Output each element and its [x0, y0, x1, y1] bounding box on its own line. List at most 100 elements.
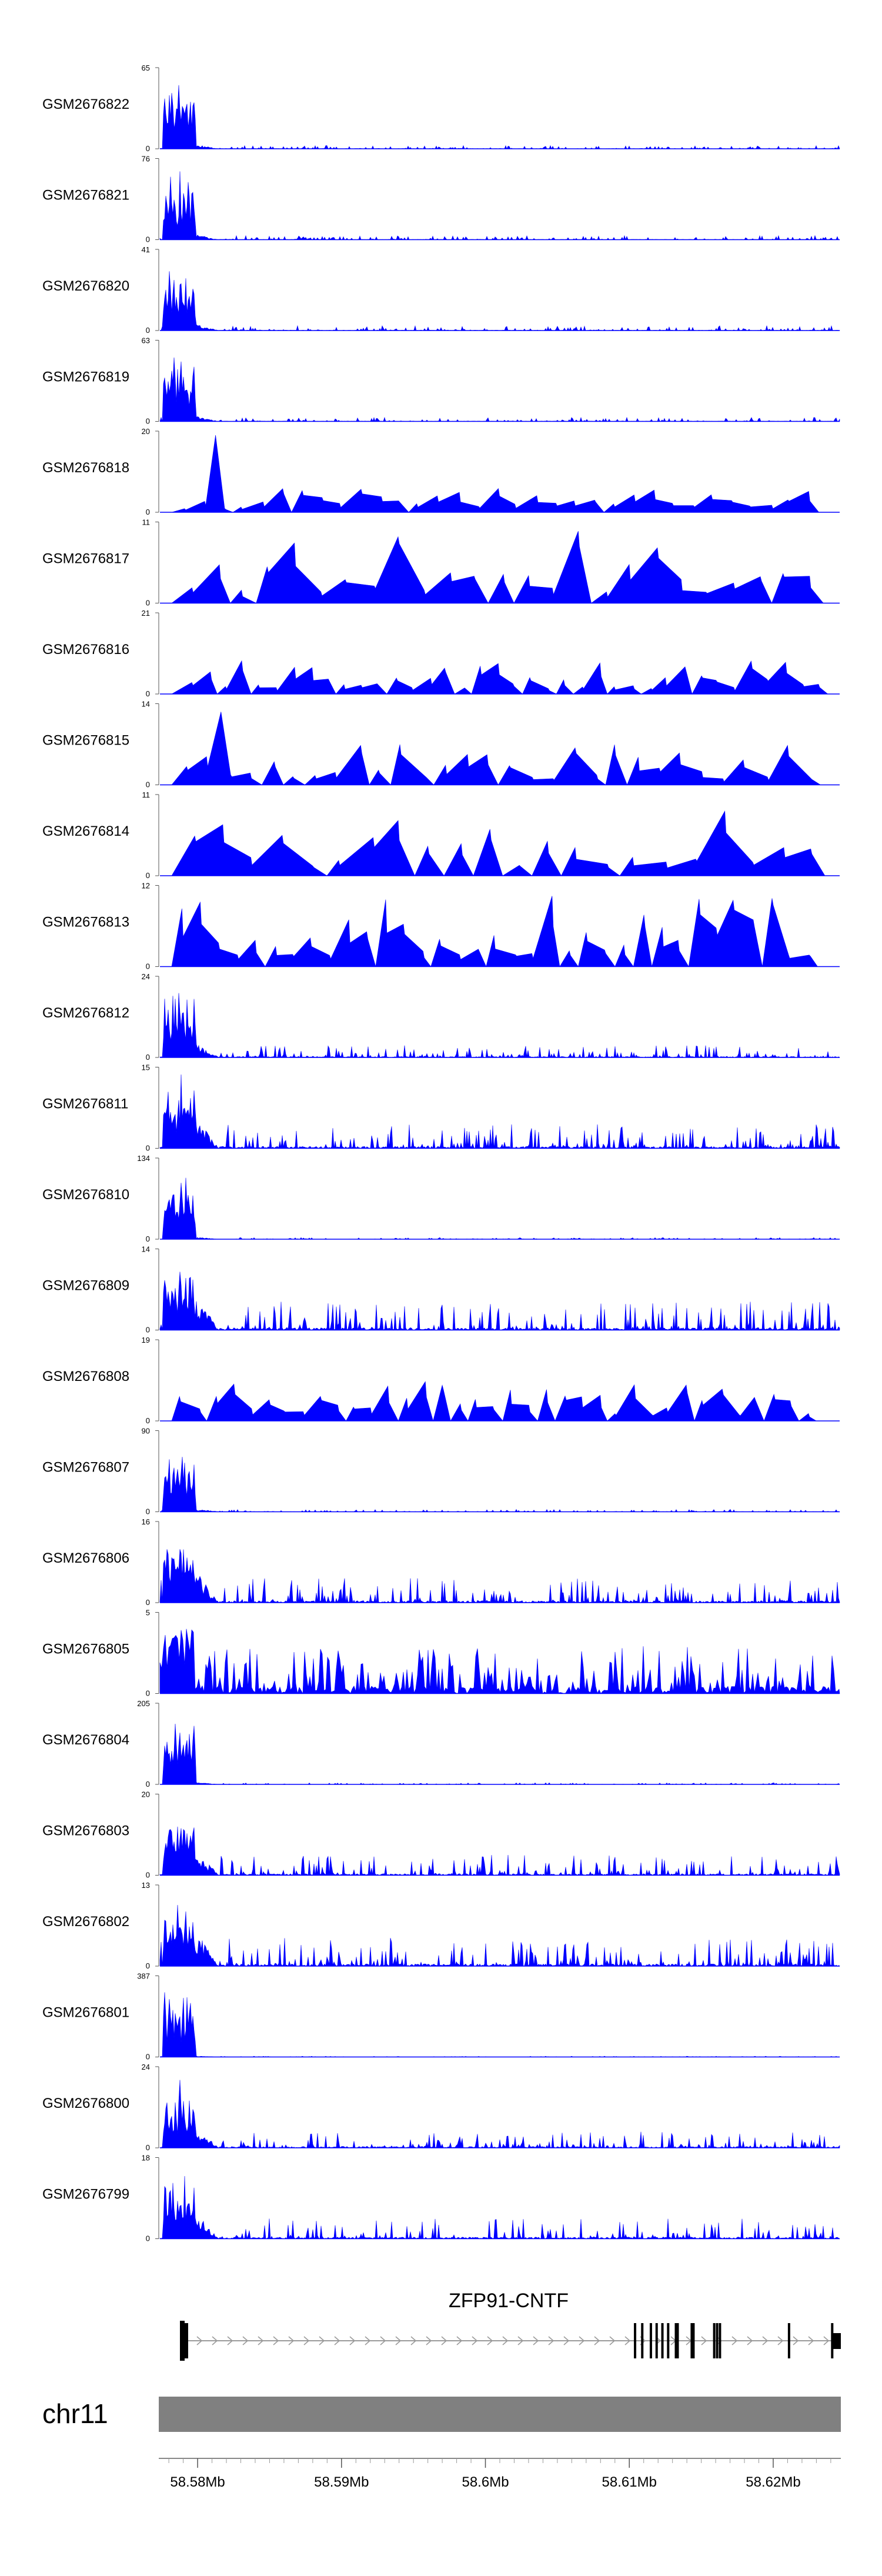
coverage-area — [171, 712, 821, 786]
gene-exon-first — [180, 2321, 185, 2361]
track-GSM2676810: GSM2676810 134 0 — [42, 1154, 840, 1243]
strand-chevron — [594, 2336, 600, 2345]
track-ymax-label: 16 — [142, 1517, 150, 1526]
track-ymin-label: 0 — [146, 2234, 150, 2243]
axis-tick-label: 58.58Mb — [170, 2474, 225, 2490]
track-label: GSM2676799 — [42, 2187, 129, 2203]
track-ymin-label: 0 — [146, 1053, 150, 1062]
track-label: GSM2676820 — [42, 278, 129, 294]
coverage-area — [159, 1549, 840, 1603]
track-ymin-label: 0 — [146, 962, 150, 971]
track-ymin-label: 0 — [146, 1598, 150, 1607]
coverage-area — [171, 435, 820, 513]
track-GSM2676816: GSM2676816 21 0 — [42, 609, 840, 698]
coverage-area — [159, 1723, 840, 1785]
strand-chevron — [731, 2336, 738, 2345]
axis-tick-label: 58.6Mb — [462, 2474, 509, 2490]
strand-chevron — [762, 2336, 769, 2345]
track-ymin-label: 0 — [146, 1326, 150, 1334]
track-ymax-label: 24 — [142, 2063, 150, 2071]
coverage-area — [171, 896, 818, 967]
track-ymin-label: 0 — [146, 1780, 150, 1788]
gene-exon — [667, 2323, 670, 2358]
track-ymin-label: 0 — [146, 1507, 150, 1516]
track-ymin-label: 0 — [146, 1144, 150, 1153]
coverage-area — [159, 993, 840, 1058]
coverage-area — [159, 1826, 840, 1876]
track-GSM2676814: GSM2676814 11 0 — [42, 790, 840, 880]
gene-exon — [690, 2323, 695, 2358]
gene-exon — [641, 2323, 644, 2358]
strand-chevron — [609, 2336, 616, 2345]
track-GSM2676801: GSM2676801 387 0 — [42, 1972, 840, 2061]
coverage-area — [159, 1992, 840, 2057]
track-GSM2676806: GSM2676806 16 0 — [42, 1517, 840, 1607]
track-label: GSM2676803 — [42, 1823, 129, 1839]
strand-chevron — [303, 2336, 310, 2345]
axis-major-ticks: 58.58Mb 58.59Mb 58.6Mb 58.61Mb 58.62Mb — [170, 2458, 801, 2490]
coverage-area — [171, 660, 828, 695]
track-label: GSM2676816 — [42, 642, 129, 658]
gene-exon — [661, 2323, 664, 2358]
strand-chevron — [747, 2336, 753, 2345]
gene-exon — [713, 2323, 716, 2358]
strand-chevron — [288, 2336, 295, 2345]
coverage-area — [159, 2175, 840, 2240]
strand-chevron — [258, 2336, 264, 2345]
track-label: GSM2676815 — [42, 733, 129, 749]
strand-chevron — [533, 2336, 539, 2345]
strand-chevron — [242, 2336, 249, 2345]
track-ymin-label: 0 — [146, 144, 150, 153]
strand-chevron — [624, 2336, 631, 2345]
track-label: GSM2676807 — [42, 1460, 129, 1476]
track-ymax-label: 13 — [142, 1881, 150, 1890]
track-label: GSM2676810 — [42, 1187, 129, 1203]
track-ymin-label: 0 — [146, 871, 150, 880]
coverage-area — [159, 1074, 840, 1149]
coverage-area — [159, 1904, 840, 1967]
strand-chevron — [472, 2336, 478, 2345]
axis-tick-label: 58.61Mb — [602, 2474, 657, 2490]
chromosome-track: chr11 — [42, 2397, 841, 2432]
track-ymin-label: 0 — [146, 1871, 150, 1880]
track-GSM2676803: GSM2676803 20 0 — [42, 1790, 840, 1880]
strand-chevron — [319, 2336, 325, 2345]
strand-chevron — [349, 2336, 356, 2345]
track-label: GSM2676801 — [42, 2005, 129, 2021]
track-ymax-label: 11 — [142, 518, 151, 527]
chromosome-ideogram — [159, 2397, 841, 2432]
axis-minor-ticks — [168, 2458, 831, 2463]
strand-chevron — [517, 2336, 524, 2345]
strand-chevron — [579, 2336, 585, 2345]
track-ymax-label: 5 — [146, 1609, 150, 1617]
track-GSM2676812: GSM2676812 24 0 — [42, 972, 840, 1062]
coverage-tracks: GSM2676822650GSM2676821760GSM2676820410G… — [42, 64, 840, 2243]
track-ymin-label: 0 — [146, 2143, 150, 2152]
track-label: GSM2676806 — [42, 1550, 129, 1566]
track-GSM2676813: GSM2676813 12 0 — [42, 882, 840, 971]
track-ymax-label: 12 — [142, 882, 150, 890]
track-ymin-label: 0 — [146, 417, 150, 426]
track-label: GSM2676822 — [42, 96, 129, 112]
strand-chevron — [212, 2336, 218, 2345]
track-GSM2676821: GSM2676821 76 0 — [42, 155, 840, 244]
track-GSM2676800: GSM2676800 24 0 — [42, 2063, 840, 2152]
track-label: GSM2676800 — [42, 2095, 129, 2111]
gene-exon — [787, 2323, 790, 2358]
track-GSM2676802: GSM2676802 13 0 — [42, 1881, 840, 1970]
strand-chevron — [426, 2336, 432, 2345]
axis-tick-label: 58.59Mb — [314, 2474, 369, 2490]
strand-chevron — [380, 2336, 386, 2345]
strand-chevron — [196, 2336, 203, 2345]
track-label: GSM2676804 — [42, 1732, 129, 1748]
coverage-area — [159, 171, 840, 241]
track-ymax-label: 24 — [142, 972, 150, 981]
strand-chevron — [716, 2336, 723, 2345]
track-ymin-label: 0 — [146, 1961, 150, 1970]
track-ymax-label: 63 — [142, 336, 150, 345]
strand-chevron — [334, 2336, 340, 2345]
coverage-area — [159, 357, 840, 422]
track-ymax-label: 20 — [142, 1790, 150, 1799]
strand-arrows — [196, 2336, 830, 2345]
track-label: GSM2676821 — [42, 188, 129, 203]
